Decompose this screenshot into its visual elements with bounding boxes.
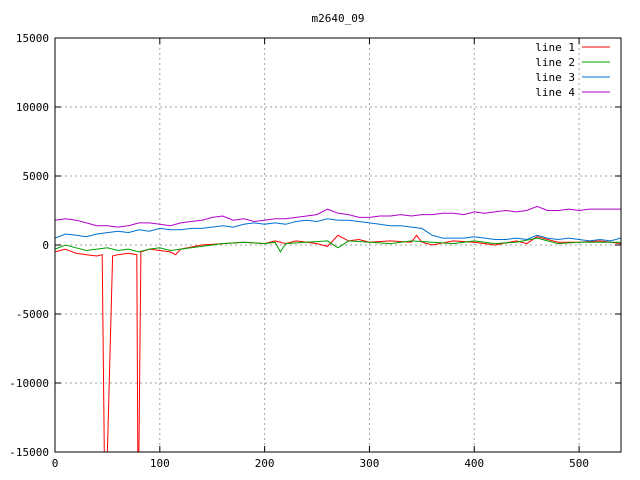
y-tick-label: 10000 — [16, 101, 49, 114]
y-tick-label: -10000 — [9, 377, 49, 390]
ticks: 0 100 200 300 400 500 -15000 -10000 -5000 0 5000 10… — [9, 32, 621, 470]
y-tick-label: -5000 — [16, 308, 49, 321]
x-tick-label: 100 — [150, 457, 170, 470]
series-line-1 — [55, 234, 621, 452]
series-line-2 — [55, 237, 621, 253]
y-tick-label: 5000 — [23, 170, 50, 183]
legend-label: line 1 — [535, 41, 575, 54]
legend-label: line 2 — [535, 56, 575, 69]
legend-label: line 3 — [535, 71, 575, 84]
x-tick-label: 300 — [360, 457, 380, 470]
x-tick-label: 200 — [255, 457, 275, 470]
series-line-4 — [55, 205, 621, 228]
y-tick-label: 15000 — [16, 32, 49, 45]
x-tick-label: 400 — [464, 457, 484, 470]
legend-label: line 4 — [535, 86, 575, 99]
series-line-3 — [55, 218, 621, 242]
x-tick-label: 500 — [569, 457, 589, 470]
y-tick-label: 0 — [42, 239, 49, 252]
legend: line 1 line 2 line 3 line 4 — [535, 41, 610, 99]
x-tick-label: 0 — [52, 457, 59, 470]
chart-title: m2640_09 — [312, 12, 365, 25]
y-tick-label: -15000 — [9, 446, 49, 459]
series-lines — [55, 205, 621, 452]
grid — [55, 38, 621, 452]
